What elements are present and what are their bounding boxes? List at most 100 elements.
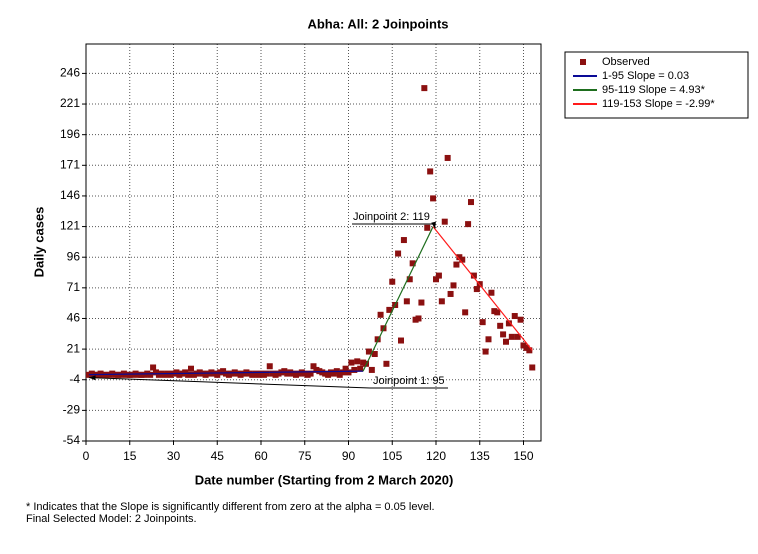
annotation-arrowhead	[88, 375, 96, 381]
observed-point	[447, 290, 454, 297]
observed-point	[459, 256, 466, 263]
y-tick-label: 46	[67, 311, 81, 325]
y-tick-label: 171	[60, 157, 80, 171]
y-tick-label: 96	[67, 249, 81, 263]
footnote: Final Selected Model: 2 Joinpoints.	[26, 513, 197, 525]
annotation: Joinpoint 1: 95	[373, 375, 445, 387]
observed-point	[307, 370, 314, 377]
y-tick-label: -29	[63, 403, 81, 417]
observed-point	[386, 306, 393, 313]
observed-point	[345, 369, 352, 376]
observed-point	[150, 364, 157, 371]
observed-point	[383, 360, 390, 367]
observed-point	[468, 199, 474, 206]
annotation-arrowhead	[431, 221, 436, 229]
fit-line	[88, 370, 364, 376]
observed-point	[147, 371, 154, 378]
observed-point	[444, 154, 451, 161]
y-tick-label: 21	[67, 341, 81, 355]
observed-point	[485, 336, 492, 343]
observed-point	[438, 298, 445, 305]
observed-point	[400, 237, 407, 244]
chart-title: Abha: All: 2 Joinpoints	[307, 16, 448, 31]
observed-point	[529, 364, 536, 371]
observed-point	[185, 371, 192, 378]
legend-box	[564, 51, 749, 119]
observed-point	[430, 195, 437, 202]
observed-point	[497, 322, 504, 329]
fit-line	[362, 226, 434, 372]
observed-point	[511, 313, 518, 320]
observed-point	[450, 282, 457, 289]
y-tick-label: 121	[60, 219, 80, 233]
fit-line	[432, 226, 533, 351]
x-tick-label: 60	[254, 449, 268, 463]
observed-point	[398, 337, 404, 344]
observed-point	[368, 366, 375, 373]
observed-point	[365, 348, 372, 355]
observed-point	[482, 348, 489, 355]
observed-point	[441, 218, 448, 225]
y-tick-label: 246	[60, 66, 80, 80]
legend-label: 95-119 Slope = 4.93*	[602, 84, 706, 96]
x-axis-label: Date number (Starting from 2 March 2020)	[195, 472, 454, 487]
observed-point	[517, 316, 524, 323]
observed-point	[374, 336, 381, 343]
y-tick-label: 221	[60, 96, 80, 110]
observed-point	[508, 333, 515, 340]
observed-point	[505, 320, 512, 327]
x-tick-label: 150	[513, 449, 533, 463]
observed-point	[409, 260, 416, 267]
observed-point	[462, 309, 469, 316]
observed-point	[339, 369, 346, 376]
observed-point	[526, 347, 533, 354]
x-tick-label: 30	[167, 449, 181, 463]
observed-point	[403, 298, 410, 305]
observed-point	[433, 276, 439, 283]
observed-point	[421, 85, 428, 92]
observed-point	[494, 309, 501, 316]
y-tick-label: -54	[63, 433, 81, 447]
y-tick-label: 146	[60, 188, 80, 202]
x-tick-label: 0	[83, 449, 90, 463]
observed-point	[389, 278, 396, 285]
observed-point	[348, 359, 355, 366]
x-tick-label: 75	[298, 449, 312, 463]
observed-point	[406, 276, 413, 283]
observed-point	[427, 168, 434, 175]
x-tick-label: 105	[382, 449, 402, 463]
observed-point	[354, 358, 361, 365]
y-axis-label: Daily cases	[31, 207, 46, 278]
x-tick-label: 45	[211, 449, 225, 463]
annotation-leader	[88, 377, 371, 389]
observed-point	[351, 366, 358, 373]
observed-point	[488, 289, 495, 296]
y-tick-label: 196	[60, 127, 80, 141]
y-tick-label: 71	[67, 280, 81, 294]
observed-point	[503, 338, 509, 345]
observed-point	[435, 272, 442, 279]
legend-label: 119-153 Slope = -2.99*	[602, 98, 715, 110]
footnote: * Indicates that the Slope is significan…	[26, 501, 435, 513]
plot-frame	[85, 43, 542, 442]
observed-point	[465, 221, 472, 228]
observed-point	[263, 370, 270, 377]
annotation: Joinpoint 2: 119	[353, 211, 430, 223]
observed-point	[377, 311, 384, 318]
legend-marker	[580, 59, 586, 65]
observed-point	[342, 365, 349, 372]
observed-point	[371, 351, 378, 358]
observed-point	[424, 224, 431, 231]
legend-label: 1-95 Slope = 0.03	[602, 70, 689, 82]
observed-point	[479, 319, 486, 326]
x-tick-label: 15	[123, 449, 137, 463]
observed-point	[473, 286, 480, 293]
observed-point	[418, 299, 425, 306]
observed-point	[415, 315, 422, 322]
observed-point	[453, 261, 460, 268]
observed-point	[470, 272, 477, 279]
observed-point	[395, 250, 402, 257]
observed-point	[310, 363, 317, 370]
x-tick-label: 120	[426, 449, 446, 463]
